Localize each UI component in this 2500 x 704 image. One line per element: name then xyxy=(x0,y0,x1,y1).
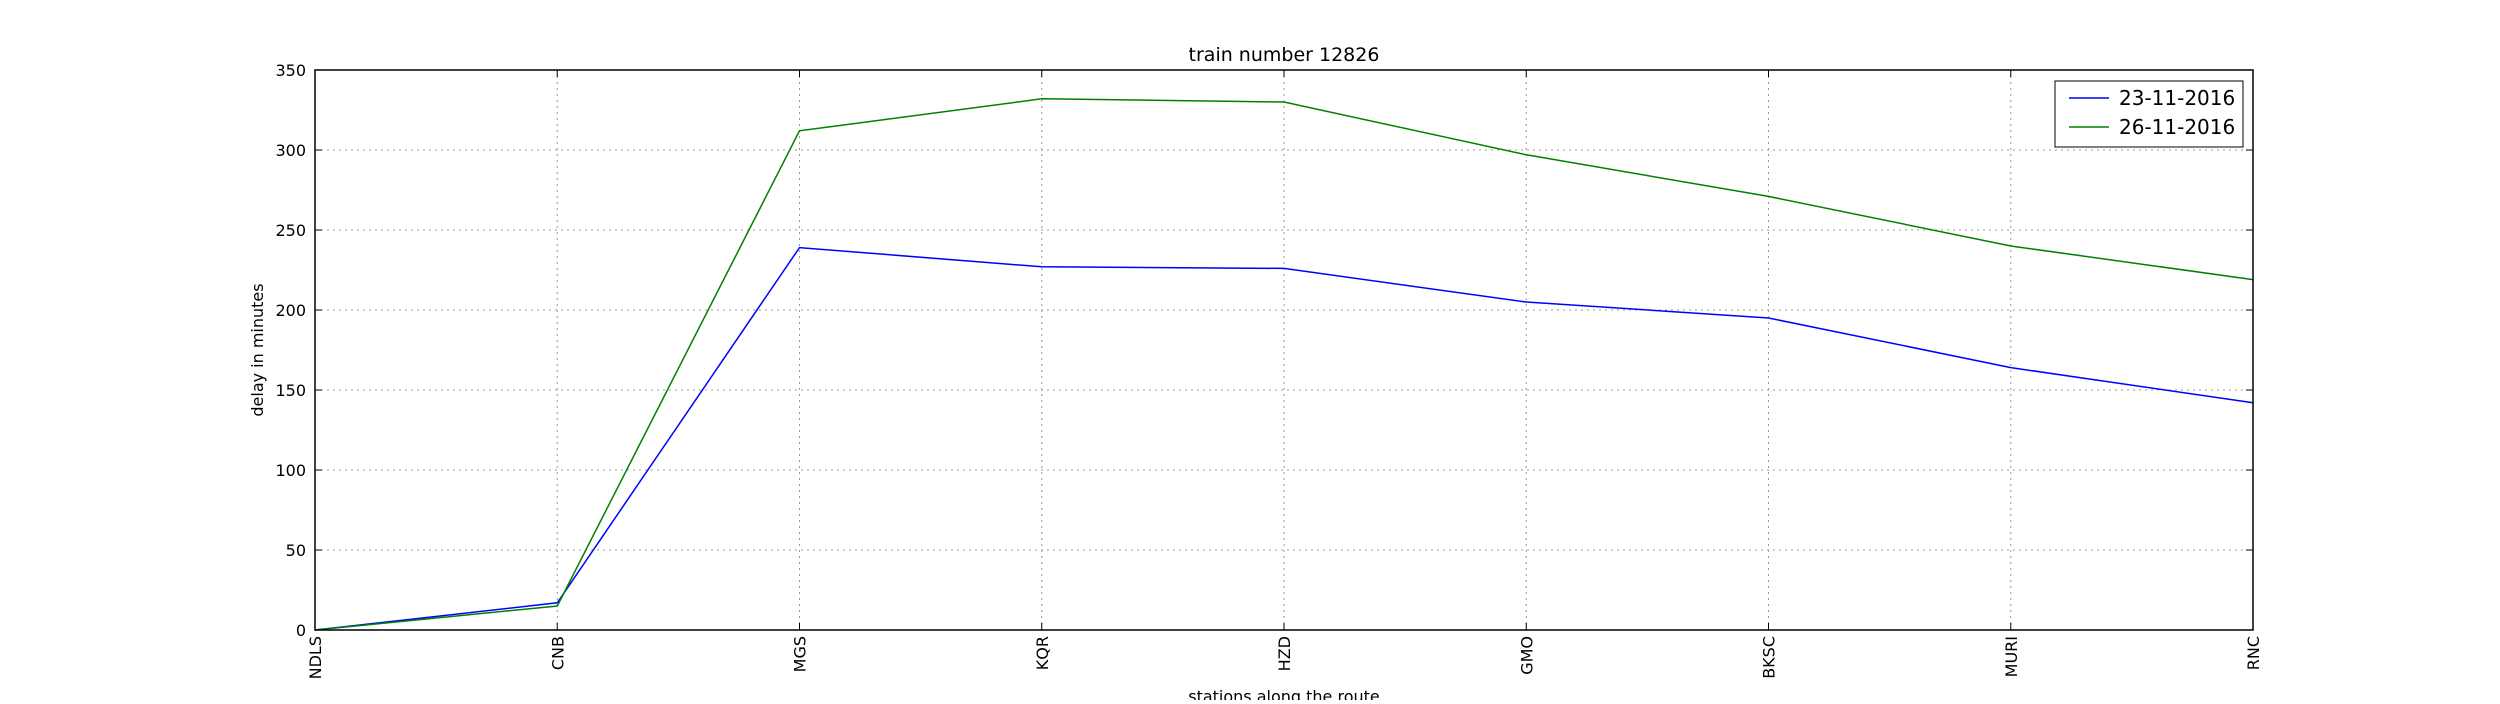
series-line xyxy=(314,98,2254,631)
y-tick-label: 300 xyxy=(275,141,306,160)
chart-title: train number 12826 xyxy=(1189,44,1380,66)
y-tick-label: 100 xyxy=(275,461,306,480)
x-axis-label: stations along the route xyxy=(1188,687,1380,700)
y-tick-label: 250 xyxy=(275,221,306,240)
series-lines xyxy=(314,98,2254,631)
y-tick-label: 350 xyxy=(275,61,306,80)
y-axis-label: delay in minutes xyxy=(248,283,267,416)
series-line xyxy=(314,246,2254,631)
legend-label: 26-11-2016 xyxy=(2119,115,2235,139)
y-tick-label: 50 xyxy=(286,541,306,560)
y-tick-label: 150 xyxy=(275,381,306,400)
legend-frame xyxy=(2054,80,2244,148)
y-tick-label: 200 xyxy=(275,301,306,320)
y-tick-label: 0 xyxy=(296,621,306,640)
x-tick-label: MURI xyxy=(2002,636,2021,677)
y-axis-ticks: 0 50 100 150 200 250 300 350 xyxy=(275,61,2253,640)
legend-label: 23-11-2016 xyxy=(2119,86,2235,110)
grid xyxy=(314,69,2254,631)
x-tick-label: MGS xyxy=(791,636,810,672)
x-tick-label: BKSC xyxy=(1760,636,1779,679)
x-tick-label: HZD xyxy=(1275,636,1294,671)
x-tick-label: KQR xyxy=(1033,636,1052,670)
x-tick-label: RNC xyxy=(2244,636,2263,670)
x-tick-label: GMO xyxy=(1517,636,1536,675)
x-tick-label: NDLS xyxy=(306,636,325,679)
x-tick-label: CNB xyxy=(548,636,567,670)
x-axis-ticks: NDLS CNB MGS KQR HZD GMO BKSC MURI RNC xyxy=(306,70,2263,679)
legend: 23-11-2016 26-11-2016 xyxy=(2054,80,2244,148)
